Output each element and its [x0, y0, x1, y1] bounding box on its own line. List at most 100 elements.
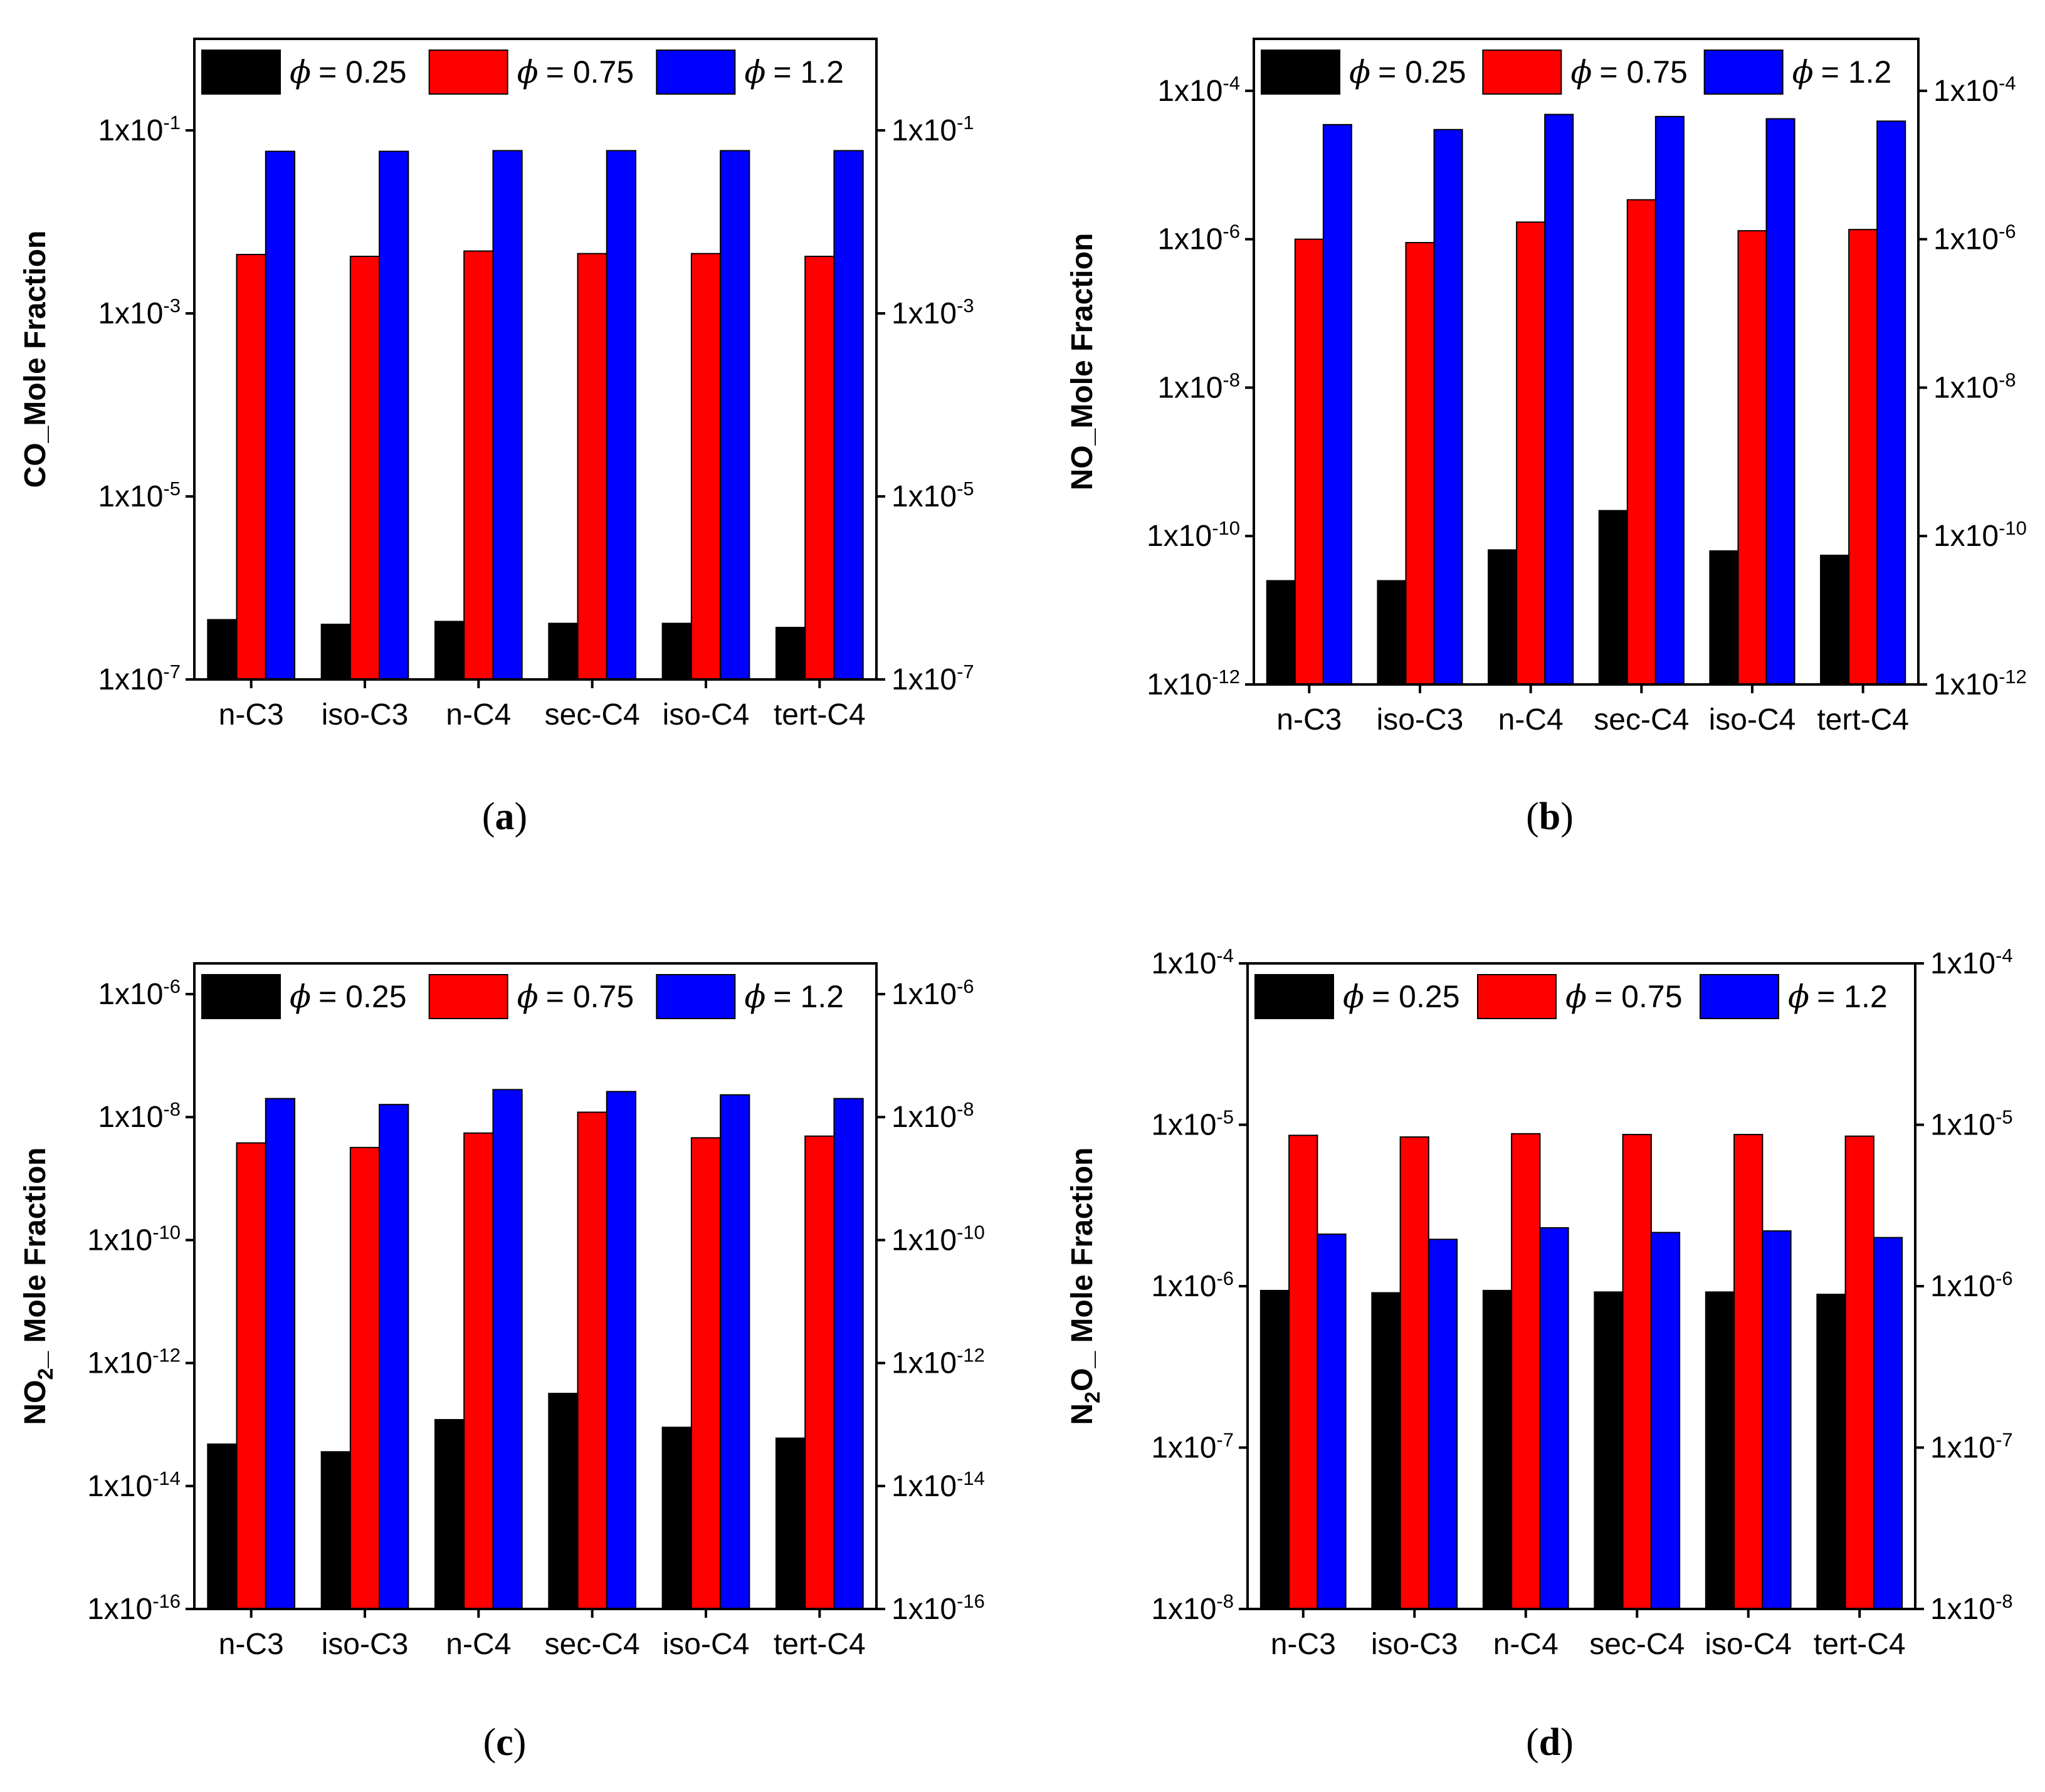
legend-label-a-2: ϕ = 1.2 — [744, 54, 844, 90]
ylabel-b: NO_Mole Fraction — [1066, 233, 1099, 491]
xtick-label-b-5: tert-C4 — [1817, 703, 1909, 736]
bar-b-s0-iso-C3 — [1377, 580, 1407, 685]
ytick-label-left-c: 1x10-8 — [98, 1098, 181, 1134]
ytick-label-right-c: 1x10-10 — [891, 1221, 985, 1257]
ytick-label-right-a: 1x10-1 — [891, 112, 974, 147]
xtick-label-d-0: n-C3 — [1271, 1628, 1336, 1661]
xtick-label-b-3: sec-C4 — [1594, 703, 1689, 736]
chart-panel-c: 1x10-16 1x10-16 1x10-14 1x10-14 1x10-12 1x10-… — [19, 950, 1039, 1703]
ytick-label-left-d: 1x10-4 — [1151, 945, 1234, 980]
bar-d-s2-n-C4 — [1539, 1227, 1569, 1610]
bar-d-s1-tert-C4 — [1844, 1135, 1874, 1610]
caption-c: (c) — [483, 1721, 527, 1764]
bar-b-s0-sec-C4 — [1598, 510, 1628, 686]
bar-b-s1-n-C3 — [1294, 238, 1324, 686]
caption-d: (d) — [1526, 1721, 1574, 1764]
xtick-label-c-4: iso-C4 — [663, 1628, 750, 1661]
ylabel-d: N2O_ Mole Fraction — [1066, 1148, 1105, 1425]
ytick-label-left-d: 1x10-5 — [1151, 1106, 1234, 1142]
ytick-label-left-a: 1x10-7 — [98, 661, 181, 696]
ytick-label-right-a: 1x10-7 — [891, 661, 974, 696]
bar-b-s0-n-C4 — [1488, 549, 1518, 686]
bar-a-s1-iso-C4 — [690, 253, 722, 680]
chart-svg-b: 1x10-12 1x10-12 1x10-10 1x10-10 1x10-8 1x10-8… — [1066, 38, 2027, 736]
xtick-label-d-1: iso-C3 — [1371, 1628, 1458, 1661]
bar-c-s0-n-C3 — [207, 1443, 238, 1610]
bar-c-s1-sec-C4 — [577, 1111, 607, 1610]
xtick-label-b-2: n-C4 — [1498, 703, 1564, 736]
bar-c-s0-sec-C4 — [548, 1393, 579, 1610]
ytick-label-right-d: 1x10-4 — [1930, 945, 2013, 980]
legend-label-c-2: ϕ = 1.2 — [744, 978, 844, 1015]
ytick-label-right-a: 1x10-3 — [891, 295, 974, 330]
ytick-label-left-d: 1x10-6 — [1151, 1267, 1234, 1303]
bar-d-s1-n-C3 — [1288, 1134, 1318, 1610]
legend-label-b-0: ϕ = 0.25 — [1349, 54, 1466, 90]
bar-c-s2-sec-C4 — [606, 1091, 637, 1610]
caption-b: (b) — [1526, 795, 1574, 838]
bar-b-s2-n-C4 — [1544, 113, 1574, 685]
bar-b-s1-iso-C4 — [1737, 230, 1767, 685]
xtick-label-b-1: iso-C3 — [1377, 703, 1464, 736]
bar-d-s1-sec-C4 — [1622, 1134, 1652, 1610]
bar-b-s1-iso-C3 — [1405, 242, 1435, 685]
xtick-label-a-4: iso-C4 — [663, 698, 750, 731]
ytick-label-right-b: 1x10-12 — [1933, 666, 2027, 701]
bar-b-s0-n-C3 — [1266, 580, 1296, 685]
bar-b-s0-tert-C4 — [1820, 554, 1850, 685]
ytick-label-right-b: 1x10-10 — [1933, 517, 2027, 553]
bar-c-s0-iso-C3 — [320, 1451, 351, 1610]
bar-b-s2-tert-C4 — [1876, 120, 1906, 685]
legend-label-a-0: ϕ = 0.25 — [290, 54, 407, 90]
bar-b-s1-sec-C4 — [1626, 199, 1656, 685]
ytick-label-left-a: 1x10-1 — [98, 112, 181, 147]
xtick-label-a-3: sec-C4 — [545, 698, 640, 731]
ytick-label-left-c: 1x10-12 — [87, 1344, 181, 1380]
bar-d-s2-tert-C4 — [1873, 1237, 1903, 1610]
legend-swatch-c-1 — [428, 974, 508, 1019]
bar-d-s0-n-C4 — [1482, 1289, 1513, 1610]
bar-a-s1-sec-C4 — [577, 253, 607, 680]
bar-d-s1-iso-C3 — [1399, 1136, 1429, 1610]
legend-swatch-b-1 — [1482, 50, 1562, 95]
bar-a-s0-tert-C4 — [775, 627, 806, 680]
ytick-label-right-c: 1x10-16 — [891, 1590, 985, 1626]
ytick-label-left-b: 1x10-8 — [1157, 369, 1240, 404]
ytick-label-right-d: 1x10-6 — [1930, 1267, 2013, 1303]
ytick-label-right-c: 1x10-8 — [891, 1098, 974, 1134]
ytick-label-right-c: 1x10-6 — [891, 975, 974, 1011]
legend-label-d-2: ϕ = 1.2 — [1788, 978, 1888, 1015]
ytick-label-right-d: 1x10-5 — [1930, 1106, 2013, 1142]
xtick-label-a-5: tert-C4 — [774, 698, 866, 731]
bar-d-s2-sec-C4 — [1650, 1232, 1681, 1610]
bar-b-s2-sec-C4 — [1654, 115, 1685, 686]
bar-b-s1-n-C4 — [1516, 221, 1546, 685]
bar-a-s0-n-C3 — [207, 619, 238, 681]
legend-swatch-d-0 — [1254, 974, 1334, 1019]
legend-label-d-1: ϕ = 0.75 — [1565, 978, 1683, 1015]
chart-panel-d: 1x10-8 1x10-8 1x10-7 1x10-7 1x10-6 1x10-6 1x10… — [1066, 945, 2045, 1703]
ytick-label-left-b: 1x10-6 — [1157, 221, 1240, 256]
bar-a-s1-n-C3 — [236, 254, 266, 680]
legend-label-c-1: ϕ = 0.75 — [517, 978, 634, 1015]
bar-c-s0-tert-C4 — [775, 1437, 806, 1610]
ytick-label-right-c: 1x10-14 — [891, 1467, 985, 1503]
bar-d-s0-n-C3 — [1259, 1289, 1290, 1610]
bar-c-s2-iso-C3 — [379, 1104, 409, 1610]
bar-a-s2-sec-C4 — [606, 150, 637, 681]
ytick-label-right-b: 1x10-4 — [1933, 72, 2016, 108]
bar-d-s0-tert-C4 — [1816, 1294, 1846, 1610]
ytick-label-left-a: 1x10-3 — [98, 295, 181, 330]
bar-c-s2-n-C4 — [492, 1089, 523, 1610]
legend-label-d-0: ϕ = 0.25 — [1343, 978, 1460, 1015]
bar-d-s0-sec-C4 — [1594, 1291, 1624, 1610]
bar-a-s0-iso-C3 — [320, 624, 351, 680]
legend-label-b-2: ϕ = 1.2 — [1792, 54, 1892, 90]
ytick-label-left-c: 1x10-14 — [87, 1467, 181, 1503]
xtick-label-b-4: iso-C4 — [1709, 703, 1796, 736]
ylabel-a: CO_Mole Fraction — [19, 231, 52, 488]
bar-b-s2-iso-C3 — [1433, 128, 1463, 686]
xtick-label-a-1: iso-C3 — [322, 698, 409, 731]
caption-a: (a) — [481, 795, 528, 838]
xtick-label-c-1: iso-C3 — [322, 1628, 409, 1661]
